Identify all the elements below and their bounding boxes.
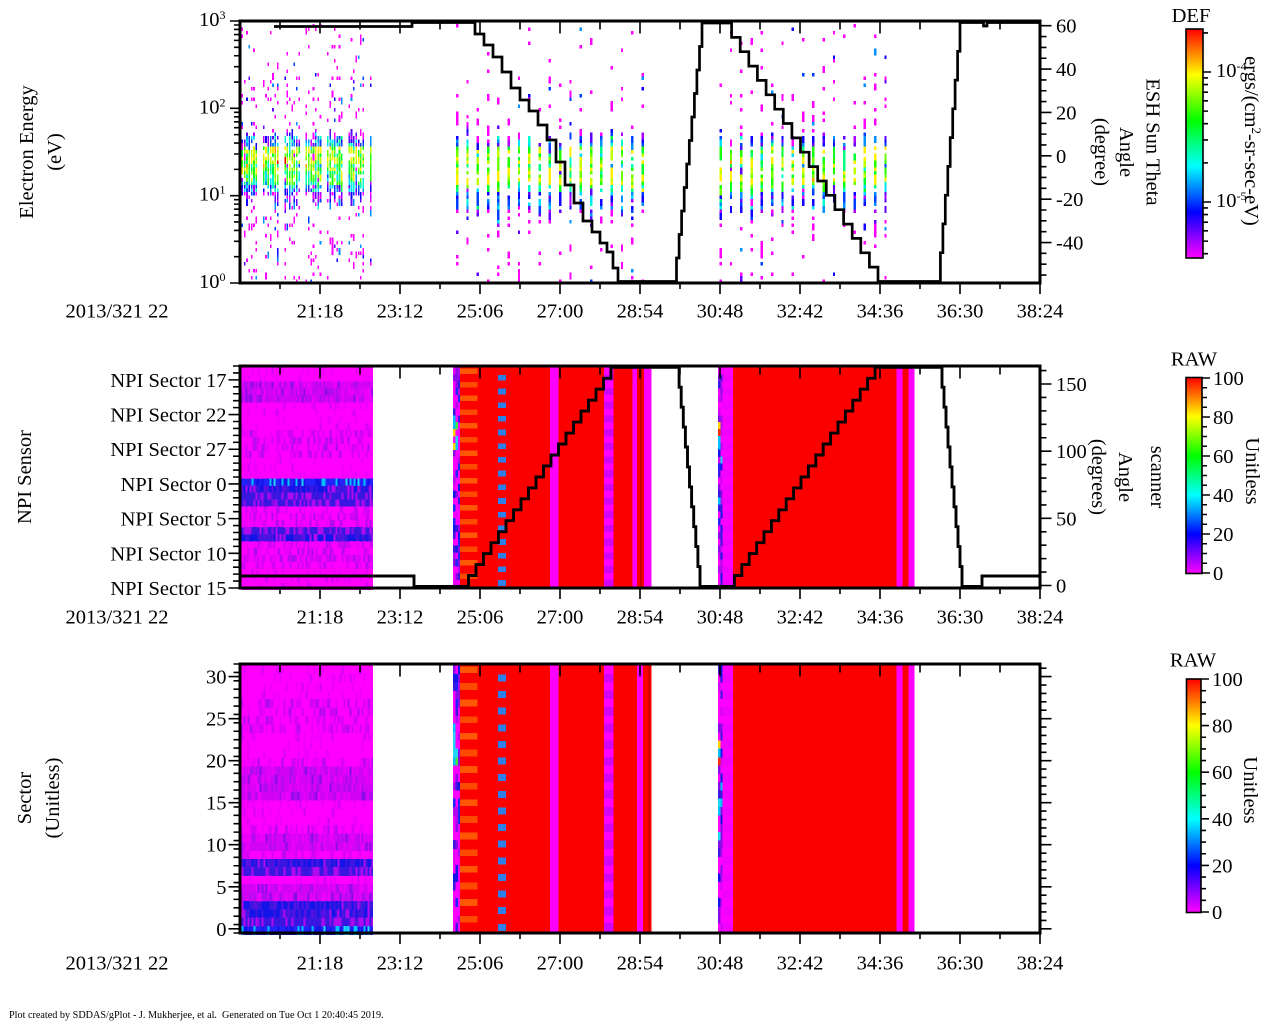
- svg-text:27:00: 27:00: [537, 607, 584, 629]
- svg-text:28:54: 28:54: [617, 301, 664, 323]
- svg-text:-40: -40: [1056, 233, 1083, 255]
- svg-text:28:54: 28:54: [617, 953, 664, 975]
- svg-text:15: 15: [206, 793, 227, 815]
- svg-text:NPI Sector 22: NPI Sector 22: [110, 405, 226, 427]
- svg-text:(Unitless): (Unitless): [42, 758, 64, 839]
- svg-text:21:18: 21:18: [297, 607, 344, 629]
- svg-text:32:42: 32:42: [777, 301, 824, 323]
- svg-text:23:12: 23:12: [377, 953, 424, 975]
- svg-text:20: 20: [1213, 524, 1234, 546]
- svg-text:0: 0: [1212, 902, 1222, 924]
- svg-text:40: 40: [1212, 809, 1233, 831]
- svg-text:0: 0: [1056, 576, 1066, 598]
- svg-text:23:12: 23:12: [377, 607, 424, 629]
- svg-text:150: 150: [1056, 374, 1087, 396]
- svg-text:100: 100: [1212, 669, 1243, 691]
- svg-text:36:30: 36:30: [937, 953, 984, 975]
- svg-text:80: 80: [1213, 407, 1234, 429]
- svg-text:0: 0: [216, 919, 226, 941]
- svg-text:0: 0: [1213, 563, 1223, 585]
- svg-text:NPI Sector 5: NPI Sector 5: [121, 509, 227, 531]
- svg-text:Plot created by SDDAS/gPlot -: Plot created by SDDAS/gPlot - J. Mukherj…: [9, 1010, 384, 1021]
- svg-text:23:12: 23:12: [377, 301, 424, 323]
- svg-text:RAW: RAW: [1171, 349, 1218, 371]
- svg-text:38:24: 38:24: [1017, 301, 1064, 323]
- svg-text:25:06: 25:06: [457, 301, 504, 323]
- svg-text:60: 60: [1213, 446, 1234, 468]
- svg-text:34:36: 34:36: [857, 301, 904, 323]
- svg-text:Angle: Angle: [1115, 127, 1137, 177]
- svg-text:25:06: 25:06: [457, 953, 504, 975]
- svg-text:-20: -20: [1056, 189, 1083, 211]
- svg-text:NPI Sector 15: NPI Sector 15: [110, 578, 226, 600]
- svg-text:2013/321 22: 2013/321 22: [65, 953, 168, 975]
- svg-text:(degree): (degree): [1090, 118, 1112, 186]
- svg-text:2013/321 22: 2013/321 22: [65, 607, 168, 629]
- svg-text:25:06: 25:06: [457, 607, 504, 629]
- svg-text:100: 100: [199, 270, 226, 293]
- svg-text:Unitless: Unitless: [1239, 756, 1261, 823]
- svg-text:25: 25: [206, 709, 227, 731]
- svg-text:(eV): (eV): [44, 133, 66, 171]
- svg-text:40: 40: [1056, 59, 1077, 81]
- svg-text:NPI Sector 0: NPI Sector 0: [121, 474, 227, 496]
- svg-text:34:36: 34:36: [857, 607, 904, 629]
- svg-text:36:30: 36:30: [937, 301, 984, 323]
- svg-text:21:18: 21:18: [297, 301, 344, 323]
- svg-text:DEF: DEF: [1172, 5, 1211, 27]
- svg-text:Sector: Sector: [14, 772, 36, 825]
- svg-text:32:42: 32:42: [777, 953, 824, 975]
- svg-text:30:48: 30:48: [697, 607, 744, 629]
- svg-text:36:30: 36:30: [937, 607, 984, 629]
- svg-text:101: 101: [199, 183, 226, 206]
- svg-text:40: 40: [1213, 485, 1234, 507]
- svg-text:NPI Sector 27: NPI Sector 27: [110, 439, 226, 461]
- svg-text:30:48: 30:48: [697, 953, 744, 975]
- svg-text:NPI Sector 10: NPI Sector 10: [110, 543, 226, 565]
- svg-text:RAW: RAW: [1170, 650, 1217, 672]
- svg-text:103: 103: [199, 8, 226, 31]
- svg-text:NPI Sector 17: NPI Sector 17: [110, 370, 226, 392]
- svg-text:27:00: 27:00: [537, 301, 584, 323]
- svg-text:ESH Sun Theta: ESH Sun Theta: [1142, 78, 1164, 205]
- svg-text:30:48: 30:48: [697, 301, 744, 323]
- svg-text:10: 10: [206, 835, 227, 857]
- svg-text:28:54: 28:54: [617, 607, 664, 629]
- svg-text:(degrees): (degrees): [1087, 439, 1109, 515]
- svg-text:20: 20: [206, 751, 227, 773]
- svg-text:30: 30: [206, 667, 227, 689]
- svg-text:21:18: 21:18: [297, 953, 344, 975]
- svg-text:Electron Energy: Electron Energy: [16, 85, 38, 219]
- svg-text:34:36: 34:36: [857, 953, 904, 975]
- svg-text:38:24: 38:24: [1017, 953, 1064, 975]
- svg-text:100: 100: [1056, 441, 1087, 463]
- svg-text:60: 60: [1056, 16, 1077, 38]
- svg-text:5: 5: [216, 877, 226, 899]
- svg-text:32:42: 32:42: [777, 607, 824, 629]
- svg-text:80: 80: [1212, 716, 1233, 738]
- svg-text:ergs/(cm2-sr-sec-eV): ergs/(cm2-sr-sec-eV): [1240, 56, 1264, 226]
- svg-text:scanner: scanner: [1146, 446, 1168, 509]
- svg-text:0: 0: [1056, 146, 1066, 168]
- svg-text:102: 102: [199, 95, 226, 118]
- svg-text:100: 100: [1213, 368, 1244, 390]
- svg-text:2013/321 22: 2013/321 22: [65, 301, 168, 323]
- svg-text:20: 20: [1056, 102, 1077, 124]
- svg-text:Angle: Angle: [1114, 452, 1136, 502]
- svg-text:NPI Sensor: NPI Sensor: [14, 430, 36, 524]
- svg-text:50: 50: [1056, 508, 1077, 530]
- svg-text:38:24: 38:24: [1017, 607, 1064, 629]
- svg-text:Unitless: Unitless: [1241, 437, 1263, 504]
- svg-text:20: 20: [1212, 855, 1233, 877]
- svg-text:60: 60: [1212, 762, 1233, 784]
- svg-text:27:00: 27:00: [537, 953, 584, 975]
